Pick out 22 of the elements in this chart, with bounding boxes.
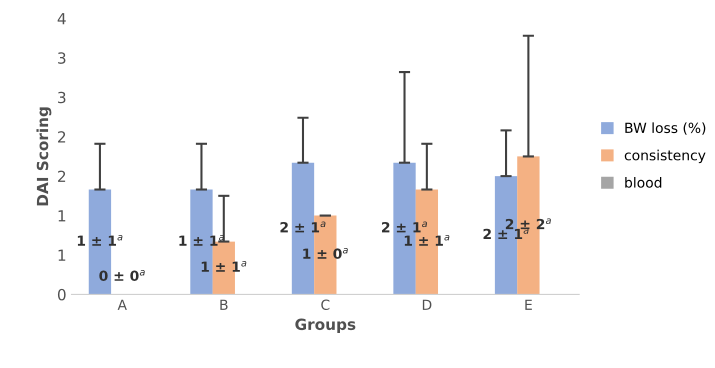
y-tick-label: 1 (58, 250, 66, 261)
x-tick-label: D (422, 300, 432, 310)
x-tick-label: A (118, 300, 127, 310)
x-axis-title: Groups (295, 318, 356, 334)
y-tick-label: 2 (58, 170, 66, 182)
y-tick-label: 3 (58, 92, 66, 104)
data-label: 1 ± 1$^{a}$ (78, 234, 122, 246)
y-tick-label: 3 (58, 52, 66, 64)
y-tick-label: 0 (58, 288, 66, 300)
x-tick-label: E (525, 300, 532, 310)
y-axis-title: DAI Scoring (36, 107, 52, 206)
x-tick-label: B (220, 300, 228, 310)
data-label: 2 ± 1$^{a}$ (280, 222, 326, 232)
y-tick-label: 4 (58, 13, 66, 24)
y-tick-label: 2 (58, 131, 66, 142)
legend-label: consistency (624, 150, 706, 164)
data-label: 2 ± 1$^{a}$ (382, 222, 427, 232)
x-tick-label: C (321, 300, 330, 310)
y-tick-label: 1 (58, 210, 66, 222)
legend-label: blood (625, 177, 662, 188)
data-label: 0 ± 0$^{a}$ (99, 270, 145, 282)
legend-label: BW loss (%) (625, 122, 706, 135)
